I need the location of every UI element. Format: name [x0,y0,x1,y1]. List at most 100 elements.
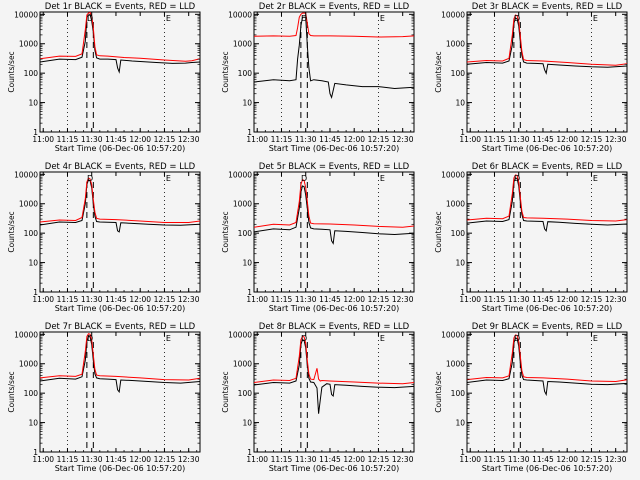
x-tick-label: 11:00 [32,455,54,464]
y-tick-label: 1 [460,448,465,457]
x-axis-label: Start Time (06-Dec-06 10:57:20) [482,304,613,313]
y-tick-label: 1 [33,128,38,137]
y-tick-label: 10000 [14,170,38,179]
x-tick-label: 11:00 [459,295,481,304]
events-series-line [254,16,414,100]
x-tick-label: 11:45 [532,455,554,464]
plot-area [254,332,414,452]
y-tick-label: 10 [455,99,465,108]
y-tick-label: 1 [247,448,252,457]
annotation-d: D [514,174,520,183]
events-series-line [40,13,200,74]
y-tick-label: 1000 [19,40,38,49]
annotation-d: D [514,14,520,23]
panel-title: Det 3r BLACK = Events, RED = LLD [472,2,623,12]
x-tick-label: 12:15 [154,455,176,464]
x-tick-label: 12:15 [368,455,390,464]
events-series-line [467,337,627,397]
y-tick-label: 1000 [233,200,252,209]
annotation-d: D [301,334,307,343]
x-tick-label: 12:15 [581,295,603,304]
x-tick-label: 11:15 [271,295,293,304]
lld-series-line [254,179,414,228]
y-tick-label: 1000 [19,360,38,369]
y-tick-label: 1000 [233,360,252,369]
plot-frame [253,11,415,133]
x-tick-label: 11:00 [246,455,268,464]
plot-area [254,12,414,132]
x-axis-label: Start Time (06-Dec-06 10:57:20) [482,144,613,153]
plot-area [40,172,200,292]
x-tick-label: 12:30 [178,135,200,144]
lld-series-line [254,335,414,385]
y-tick-label: 10 [242,259,252,268]
x-axis-label: Start Time (06-Dec-06 10:57:20) [269,464,400,473]
x-tick-label: 11:30 [81,455,103,464]
y-tick-label: 100 [451,229,466,238]
y-tick-label: 100 [238,389,253,398]
x-tick-label: 12:30 [605,295,627,304]
panel-title: Det 1r BLACK = Events, RED = LLD [45,2,196,12]
y-tick-label: 100 [24,389,39,398]
annotation-d: D [301,14,307,23]
x-tick-label: 11:15 [484,455,506,464]
y-axis-label: Counts/sec [221,51,230,92]
x-tick-label: 12:15 [368,135,390,144]
y-tick-label: 10000 [228,330,252,339]
x-tick-label: 11:45 [105,135,127,144]
plot-frame [466,331,628,453]
y-tick-label: 1000 [446,360,465,369]
y-tick-label: 10 [455,259,465,268]
y-tick-label: 10000 [441,10,465,19]
panel-title: Det 8r BLACK = Events, RED = LLD [259,322,410,332]
x-tick-label: 12:00 [556,135,578,144]
plot-frame [466,171,628,293]
x-axis-label: Start Time (06-Dec-06 10:57:20) [482,464,613,473]
plot-frame [466,11,628,133]
y-tick-label: 10 [28,259,38,268]
annotation-e: E [380,14,385,23]
x-tick-label: 11:45 [319,455,341,464]
events-series-line [40,335,200,394]
y-tick-label: 1 [460,288,465,297]
y-tick-label: 100 [24,69,39,78]
y-tick-label: 1000 [446,200,465,209]
events-series-line [467,17,627,75]
x-tick-label: 12:00 [129,135,151,144]
y-axis-label: Counts/sec [221,371,230,412]
y-tick-label: 10000 [441,330,465,339]
y-tick-label: 10 [242,419,252,428]
panel-title: Det 6r BLACK = Events, RED = LLD [472,162,623,172]
x-tick-label: 12:30 [605,135,627,144]
y-tick-label: 1 [247,128,252,137]
x-tick-label: 12:30 [392,455,414,464]
x-tick-label: 11:00 [246,135,268,144]
x-tick-label: 12:00 [129,455,151,464]
annotation-d: D [87,334,93,343]
y-tick-label: 1000 [446,40,465,49]
plot-area [467,332,627,452]
x-tick-label: 11:15 [271,455,293,464]
x-tick-label: 11:00 [246,295,268,304]
x-tick-label: 12:00 [343,455,365,464]
y-axis-label: Counts/sec [7,51,16,92]
y-tick-label: 1 [33,288,38,297]
x-tick-label: 12:00 [343,135,365,144]
lld-series-line [40,177,200,223]
y-axis-label: Counts/sec [434,371,443,412]
x-tick-label: 11:30 [81,295,103,304]
x-tick-label: 12:30 [392,135,414,144]
plot-frame [39,171,201,293]
plot-area [40,332,200,452]
plot-area [467,172,627,292]
x-tick-label: 12:15 [154,295,176,304]
panel-title: Det 7r BLACK = Events, RED = LLD [45,322,196,332]
annotation-d: D [514,334,520,343]
